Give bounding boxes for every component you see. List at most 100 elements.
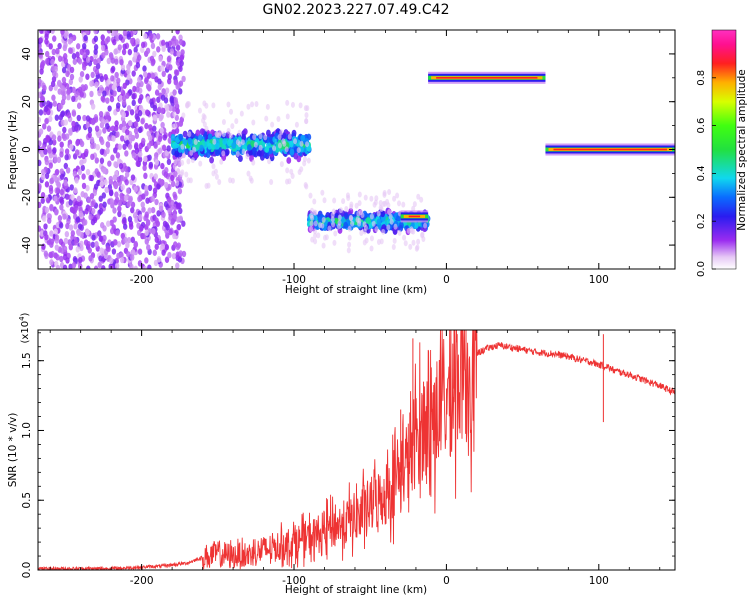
spectrogram-cell [270,121,275,128]
spectrogram-cell [116,77,121,84]
spectrogram-cell [48,43,53,50]
spectrogram-cell [89,193,95,200]
spectrogram-cell [146,130,151,137]
spectrogram-cell [264,115,269,122]
spectrogram-cell [293,138,298,145]
spectrogram-cell [38,128,44,135]
spectrogram-cell [99,175,105,182]
spectrogram-cell [142,265,148,269]
spectrogram-cell [50,58,55,66]
spectrogram-cell [63,41,68,49]
spectrogram-cell [145,197,150,204]
spectrogram-cell [140,41,146,49]
spectrogram-cell [69,73,75,81]
spectrogram-cell [290,101,295,108]
spectrogram-cell [59,168,64,175]
spectrogram-cell [164,256,170,263]
spectrogram-cell [43,250,49,257]
spectrogram-cell [126,236,132,244]
spectrogram-cell [102,127,107,134]
spectrogram-cell [205,151,211,159]
spectrogram-cell [114,71,119,79]
spectrogram-cell [121,126,126,133]
spectrogram-cell [149,55,155,62]
spectrogram-cell [57,55,63,62]
spectrogram-cell [126,33,132,40]
spectrogram-cell [133,127,139,135]
spectrogram-cell [187,131,192,138]
spectrogram-cell [198,160,203,167]
spectrogram-cell [38,140,42,147]
spectrogram-cell [152,50,157,58]
spectrogram-cell [258,144,263,151]
spectrogram-cell [113,182,118,189]
spectrogram-cell [38,43,41,51]
spectrogram-cell [401,201,406,208]
spectrogram-cell [256,149,262,157]
spectrogram-cell [87,126,93,134]
spectrogram-cell [174,150,180,158]
spectrogram-cell [105,97,110,104]
spectrogram-cell [152,104,158,112]
spectrogram-cell [267,158,272,165]
spectrogram-cell [66,111,72,119]
spectrogram-cell [403,240,408,247]
spectrogram-cell [158,55,163,62]
spectrogram-cell [125,128,130,136]
spectrogram-cell [324,234,329,241]
spectrogram-cell [68,127,73,135]
spectrogram-cell [304,112,309,119]
spectrogram-cell [122,216,127,224]
spectrogram-cell [362,239,367,246]
spectrogram-cell [330,216,335,223]
spectrogram-cell [148,161,154,169]
spectrogram-cell [118,95,123,102]
colorbar-tick-label: 0.6 [696,118,707,134]
spectrogram-cell [379,205,384,212]
spectrogram-cell [156,210,161,217]
spectrogram-cell [99,180,104,188]
spectrogram-cell [120,184,125,191]
spectrogram-cell [240,139,245,146]
spectrogram-cell [163,181,169,189]
spectrogram-cell [134,147,140,155]
spectrogram-cell [152,125,157,132]
spectrogram-cell [318,222,323,229]
spectrogram-cell [363,194,368,201]
spectrogram-cell [258,133,263,140]
spectrogram-cell [250,101,255,108]
spectrogram-cell [113,239,118,246]
spectrogram-cell [71,262,77,269]
spectrogram-cell [75,246,80,253]
spectrogram-cell [57,215,63,222]
spectrogram-cell [294,121,299,128]
spectrogram-cell [54,114,60,121]
spectrogram-cell [141,206,146,213]
spectrogram-cell [419,196,424,203]
snr-x-ticks: -200 -100 0 100 [49,330,661,587]
spectrogram-cell [57,79,62,87]
spectrogram-cell [214,173,219,180]
spectrogram-cell [78,76,83,83]
spectrogram-cell [296,147,301,154]
spectrogram-cell [287,133,292,140]
spectrogram-cell [112,216,117,223]
spectrogram-cell [89,90,94,98]
spectrogram-cell [105,147,110,155]
spectrogram-cell [227,139,232,147]
spectrogram-cell [105,245,111,252]
spectrogram-y-tick-label: 20 [21,95,33,108]
spectrogram-cell [218,137,224,145]
spectrogram-cell [171,252,177,260]
spectrogram-cell [114,58,119,65]
spectrogram-cell [100,138,105,146]
spectrogram-cell [175,202,181,210]
spectrogram-cell [75,216,81,223]
spectrogram-cell [410,228,415,235]
spectrogram-cell [74,149,80,156]
spectrogram-cell [172,163,177,170]
spectrogram-cell [133,241,138,249]
spectrogram-cell [38,37,43,44]
spectrogram-cell [133,46,138,54]
spectrogram-cell [44,233,49,241]
